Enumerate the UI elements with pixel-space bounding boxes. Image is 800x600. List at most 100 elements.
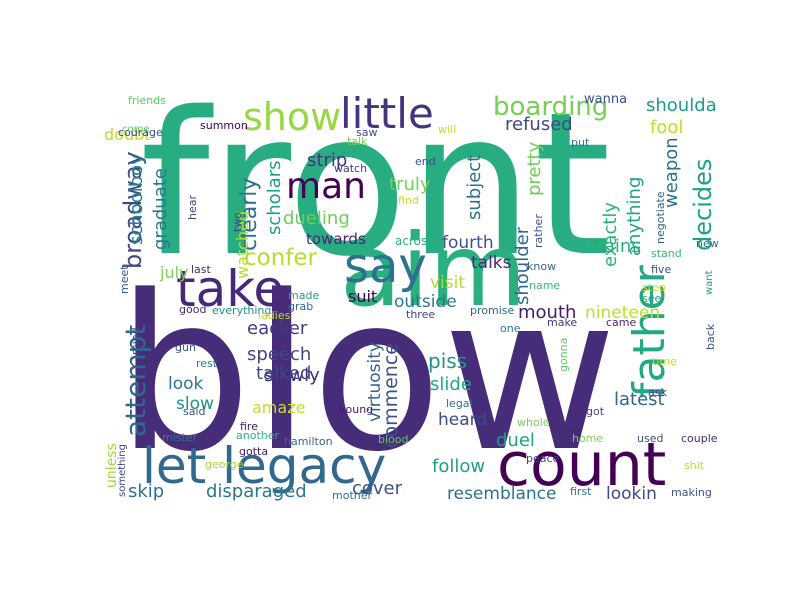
word-cloud-word: legal: [446, 397, 473, 410]
word-cloud-word: said: [183, 405, 206, 418]
word-cloud-word: end: [415, 155, 436, 168]
word-cloud-word: duel: [496, 430, 535, 451]
word-cloud-word: heard: [438, 410, 487, 430]
word-cloud-word: decides: [689, 159, 717, 251]
word-cloud-word: young: [339, 403, 373, 416]
word-cloud-word: disparaged: [206, 481, 307, 502]
word-cloud-word: meet: [118, 265, 131, 294]
word-cloud-word: say: [344, 238, 427, 294]
word-cloud-word: three: [406, 308, 435, 321]
word-cloud-word: nineteen: [585, 303, 660, 323]
word-cloud-word: rather: [532, 214, 545, 248]
word-cloud-word: mouth: [518, 302, 576, 323]
word-cloud-word: lookin: [606, 484, 657, 504]
word-cloud-word: gotta: [239, 445, 268, 458]
word-cloud-word: used: [637, 432, 663, 445]
word-cloud-word: rest: [196, 357, 218, 370]
word-cloud-word: confer: [244, 245, 318, 271]
word-cloud-word: five: [651, 263, 671, 276]
word-cloud-word: across: [395, 234, 433, 248]
word-cloud-word: resemblance: [447, 484, 556, 504]
word-cloud-word: fire: [240, 420, 258, 433]
word-cloud-word: talk: [347, 135, 368, 148]
word-cloud-word: saw: [356, 126, 377, 139]
word-cloud-word: subject: [464, 155, 485, 220]
word-cloud-word: good: [179, 303, 206, 316]
word-cloud-word: friends: [128, 94, 166, 107]
word-cloud-word: gun: [175, 341, 196, 354]
word-cloud-word: first: [570, 485, 592, 498]
word-cloud-word: couple: [681, 432, 718, 445]
word-cloud-word: one: [500, 322, 521, 335]
word-cloud-word: brains: [585, 236, 641, 257]
word-cloud-word: make: [547, 316, 577, 329]
word-cloud-word: mind: [129, 327, 142, 355]
word-cloud-word: step: [642, 281, 666, 294]
word-cloud-word: shit: [684, 459, 705, 472]
word-cloud-word: got: [586, 405, 605, 418]
word-cloud-word: made: [288, 289, 319, 302]
word-cloud-word: home: [572, 432, 603, 445]
word-cloud-word: let legacy: [142, 437, 386, 495]
word-cloud-word: mister: [162, 431, 198, 444]
word-cloud-word: slow: [176, 394, 214, 414]
word-cloud-word: mother: [332, 489, 372, 502]
word-cloud-word: count: [497, 430, 666, 500]
word-cloud-word: truly: [389, 174, 431, 195]
word-cloud-word: virtuosity: [365, 342, 385, 422]
word-cloud-word: exactly: [600, 202, 621, 267]
word-cloud-word: pretty: [524, 141, 545, 196]
word-cloud-word: blow: [116, 250, 617, 499]
word-cloud-word: strip: [307, 150, 347, 171]
word-cloud-word: follow: [432, 456, 485, 477]
word-cloud-word: ask: [648, 386, 667, 399]
word-cloud-word: front: [140, 69, 611, 300]
word-cloud-word: six: [565, 426, 581, 439]
word-cloud-word: july: [159, 263, 189, 282]
word-cloud-word: hear: [186, 195, 199, 220]
word-cloud-word: something: [117, 444, 128, 497]
word-cloud-word: eacker: [247, 318, 308, 339]
word-cloud-word: know: [527, 260, 556, 273]
word-cloud-word: find: [398, 194, 419, 207]
word-cloud-word: blood: [378, 433, 408, 446]
word-cloud-word: want: [704, 270, 715, 295]
word-cloud-word: doubt: [104, 125, 151, 144]
word-cloud-word: another: [236, 429, 279, 442]
word-cloud-word: name: [529, 279, 560, 292]
word-cloud-word: put: [571, 136, 590, 149]
word-cloud-word: suit: [348, 287, 377, 306]
word-cloud-word: unless: [104, 443, 120, 488]
word-cloud-word: negotiate: [654, 191, 667, 244]
word-cloud-word: visit: [430, 273, 465, 293]
word-cloud-word: talks: [471, 253, 512, 273]
word-cloud-word: graduate: [150, 168, 171, 250]
word-cloud-word: fool: [650, 117, 683, 138]
word-cloud-word: slowly: [264, 365, 320, 386]
word-cloud-word: show: [243, 95, 341, 139]
word-cloud-word: little: [340, 89, 434, 138]
word-cloud-word: see: [642, 292, 661, 305]
word-cloud-word: peace: [526, 452, 560, 465]
word-cloud-word: towards: [306, 230, 366, 248]
word-cloud-word: will: [438, 123, 456, 136]
word-cloud-word: speech: [247, 344, 311, 365]
word-cloud-word: dueling: [283, 208, 350, 229]
word-cloud-word: aim: [340, 212, 526, 329]
word-cloud-word: take: [176, 260, 284, 318]
word-cloud-word: talked: [256, 363, 311, 384]
word-cloud-word: watch: [334, 162, 367, 175]
word-cloud-word: come: [122, 124, 150, 135]
word-cloud-word: shoulder: [512, 226, 533, 305]
word-cloud-word: commence: [380, 343, 402, 448]
word-cloud-word: clearly: [237, 178, 262, 251]
word-cloud-word: latest: [614, 389, 665, 410]
word-cloud-word: broadway: [119, 151, 147, 269]
word-cloud-word: weapon: [661, 137, 682, 208]
word-cloud-word: fourth: [442, 233, 494, 253]
word-cloud-word: courage: [118, 126, 163, 139]
word-cloud-word: grab: [288, 300, 313, 313]
word-cloud-word: attempt: [119, 325, 152, 437]
word-cloud-word: stand: [651, 247, 682, 260]
